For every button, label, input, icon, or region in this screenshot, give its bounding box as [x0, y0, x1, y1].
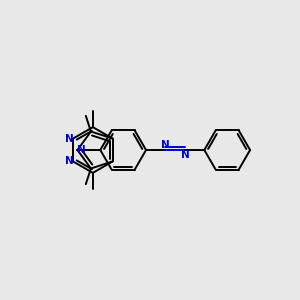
Text: N: N: [161, 140, 170, 150]
Text: N: N: [181, 150, 189, 160]
Text: N: N: [64, 156, 73, 167]
Text: N: N: [77, 145, 86, 155]
Text: N: N: [64, 134, 73, 144]
